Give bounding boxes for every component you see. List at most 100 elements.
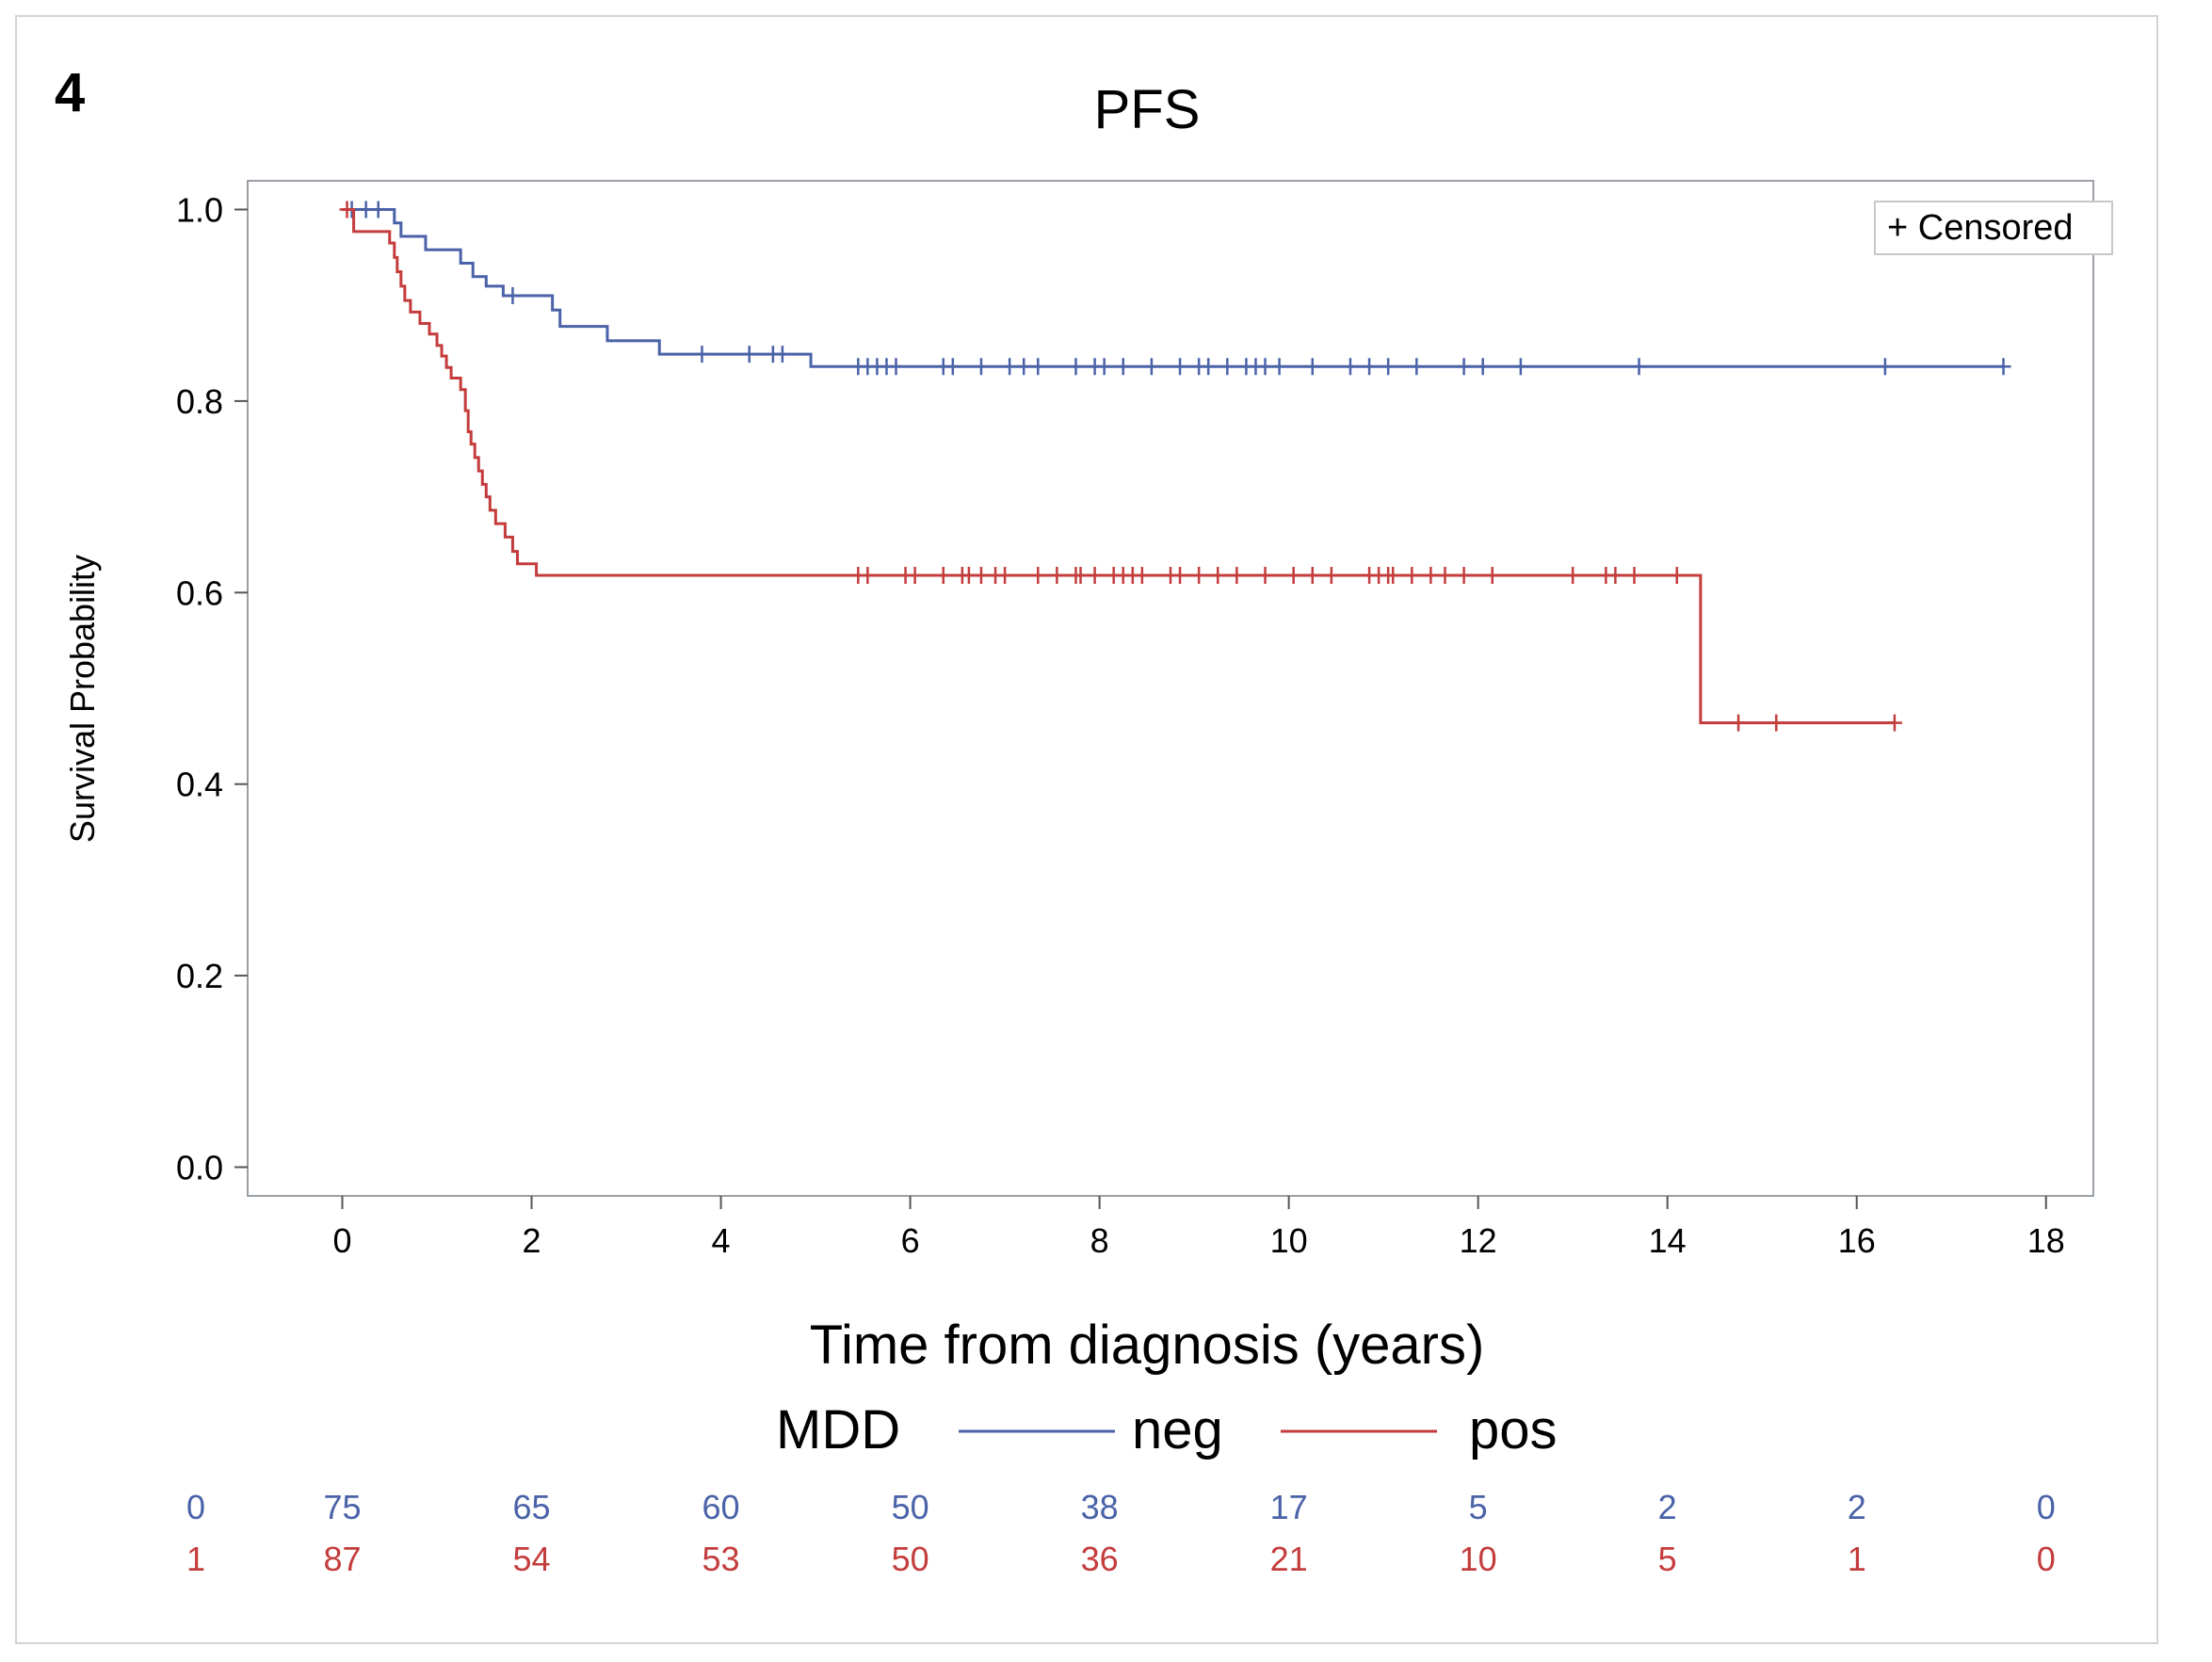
plot-area-border <box>247 180 2094 1197</box>
censor-mark-pos <box>1886 714 1902 732</box>
censor-mark-pos <box>1087 566 1103 584</box>
censor-mark-neg <box>774 346 790 363</box>
censor-mark-pos <box>1229 566 1245 584</box>
censor-mark-pos <box>1437 566 1453 584</box>
x-tick-label: 18 <box>2027 1221 2065 1260</box>
censored-legend-frame <box>1874 201 2113 255</box>
y-tick-label: 0.4 <box>176 766 223 804</box>
chart-title: PFS <box>1094 79 1201 140</box>
censor-mark-pos <box>1404 566 1420 584</box>
censor-mark-pos <box>1073 566 1089 584</box>
censor-mark-pos <box>1385 566 1401 584</box>
at-risk-count: 2 <box>1658 1488 1677 1526</box>
censor-mark-neg <box>1219 358 1235 376</box>
kaplan-meier-chart: 4 PFS 0.00.20.40.60.81.0 0 2 4 6 8 10 12 14 16 18… <box>55 62 2113 1578</box>
censor-mark-neg <box>1995 358 2011 376</box>
censor-mark-pos <box>860 566 876 584</box>
x-tick-label: 10 <box>1270 1221 1308 1260</box>
at-risk-count: 5 <box>1469 1488 1488 1526</box>
at-risk-count: 10 <box>1460 1540 1497 1578</box>
censor-mark-pos <box>1030 566 1046 584</box>
at-risk-count: 5 <box>1658 1540 1677 1578</box>
censor-mark-neg <box>1304 358 1320 376</box>
legend-label-neg: neg <box>1132 1399 1223 1460</box>
censor-mark-neg <box>741 346 757 363</box>
at-risk-count: 60 <box>702 1488 740 1526</box>
y-axis: 0.0 0.2 0.4 0.6 0.8 1.0 <box>176 191 248 1186</box>
censor-mark-pos <box>1669 566 1685 584</box>
censor-mark-pos <box>1191 566 1207 584</box>
censor-mark-neg <box>1362 358 1378 376</box>
at-risk-count: 2 <box>1848 1488 1866 1526</box>
x-tick-label: 4 <box>712 1221 731 1260</box>
x-tick-label: 12 <box>1460 1221 1497 1260</box>
censor-mark-pos <box>1134 566 1150 584</box>
censor-mark-pos <box>1210 566 1226 584</box>
censor-mark-pos <box>1607 566 1623 584</box>
at-risk-count: 0 <box>2037 1488 2056 1526</box>
survival-curves <box>339 201 2011 732</box>
censor-mark-pos <box>1323 566 1339 584</box>
censor-mark-pos <box>1423 566 1439 584</box>
at-risk-table: 0 75 65 60 50 38 17 5 2 2 01 87 54 53 50 36 21 10 5 1 0 <box>186 1488 2056 1578</box>
censor-mark-pos <box>1304 566 1320 584</box>
series-legend: MDD neg pos <box>776 1399 1558 1460</box>
censor-mark-pos <box>1257 566 1273 584</box>
censor-mark-pos <box>1768 714 1784 732</box>
censor-mark-neg <box>1002 358 1018 376</box>
censor-mark-pos <box>1626 566 1642 584</box>
legend-label-pos: pos <box>1469 1399 1558 1460</box>
censor-mark-pos <box>1565 566 1581 584</box>
censor-mark-neg <box>1512 358 1528 376</box>
at-risk-count: 50 <box>892 1488 929 1526</box>
at-risk-count: 36 <box>1081 1540 1119 1578</box>
censor-mark-neg <box>1257 358 1273 376</box>
at-risk-count: 38 <box>1081 1488 1119 1526</box>
at-risk-count: 54 <box>513 1540 551 1578</box>
censor-mark-pos <box>907 566 923 584</box>
x-tick-label: 8 <box>1090 1221 1109 1260</box>
panel-label: 4 <box>55 62 85 123</box>
survival-curve-pos <box>342 208 1895 725</box>
y-tick-label: 1.0 <box>176 191 223 230</box>
y-axis-label: Survival Probability <box>63 555 102 843</box>
censored-legend-box: + Censored <box>1874 201 2113 255</box>
censor-mark-neg <box>1409 358 1425 376</box>
censor-mark-neg <box>945 358 961 376</box>
censor-mark-neg <box>973 358 989 376</box>
censor-mark-neg <box>1380 358 1397 376</box>
censor-mark-pos <box>1172 566 1188 584</box>
y-tick-label: 0.2 <box>176 957 223 995</box>
figure-panel: 4 PFS 0.0 0.2 0.4 0.6 0.8 1.0 0 2 4 6 8 10 12 14 16 18… <box>15 15 2158 1644</box>
at-risk-count: 65 <box>513 1488 551 1526</box>
censor-mark-pos <box>935 566 951 584</box>
censor-mark-neg <box>1096 358 1112 376</box>
censor-mark-neg <box>1456 358 1472 376</box>
censor-mark-neg <box>694 346 710 363</box>
y-tick-label: 0.0 <box>176 1148 223 1186</box>
survival-curve-neg <box>342 208 2004 368</box>
censor-mark-neg <box>1016 358 1032 376</box>
at-risk-row-label: 1 <box>186 1540 205 1578</box>
censor-mark-pos <box>997 566 1013 584</box>
at-risk-count: 1 <box>1848 1540 1866 1578</box>
at-risk-count: 21 <box>1270 1540 1308 1578</box>
y-tick-label: 0.6 <box>176 573 223 612</box>
censored-legend-text: + Censored <box>1887 208 2074 248</box>
censor-mark-neg <box>1631 358 1647 376</box>
censor-mark-neg <box>1877 358 1893 376</box>
censor-mark-pos <box>339 201 355 218</box>
censor-mark-neg <box>1342 358 1358 376</box>
at-risk-count: 53 <box>702 1540 740 1578</box>
x-tick-label: 2 <box>523 1221 541 1260</box>
censor-mark-pos <box>973 566 989 584</box>
at-risk-row-label: 0 <box>186 1488 205 1526</box>
x-tick-label: 14 <box>1649 1221 1687 1260</box>
at-risk-count: 0 <box>2037 1540 2056 1578</box>
censor-mark-pos <box>1285 566 1301 584</box>
censor-mark-pos <box>1484 566 1500 584</box>
y-tick-label: 0.8 <box>176 382 223 421</box>
censor-mark-neg <box>505 287 521 305</box>
at-risk-count: 87 <box>323 1540 361 1578</box>
legend-title: MDD <box>776 1399 900 1460</box>
